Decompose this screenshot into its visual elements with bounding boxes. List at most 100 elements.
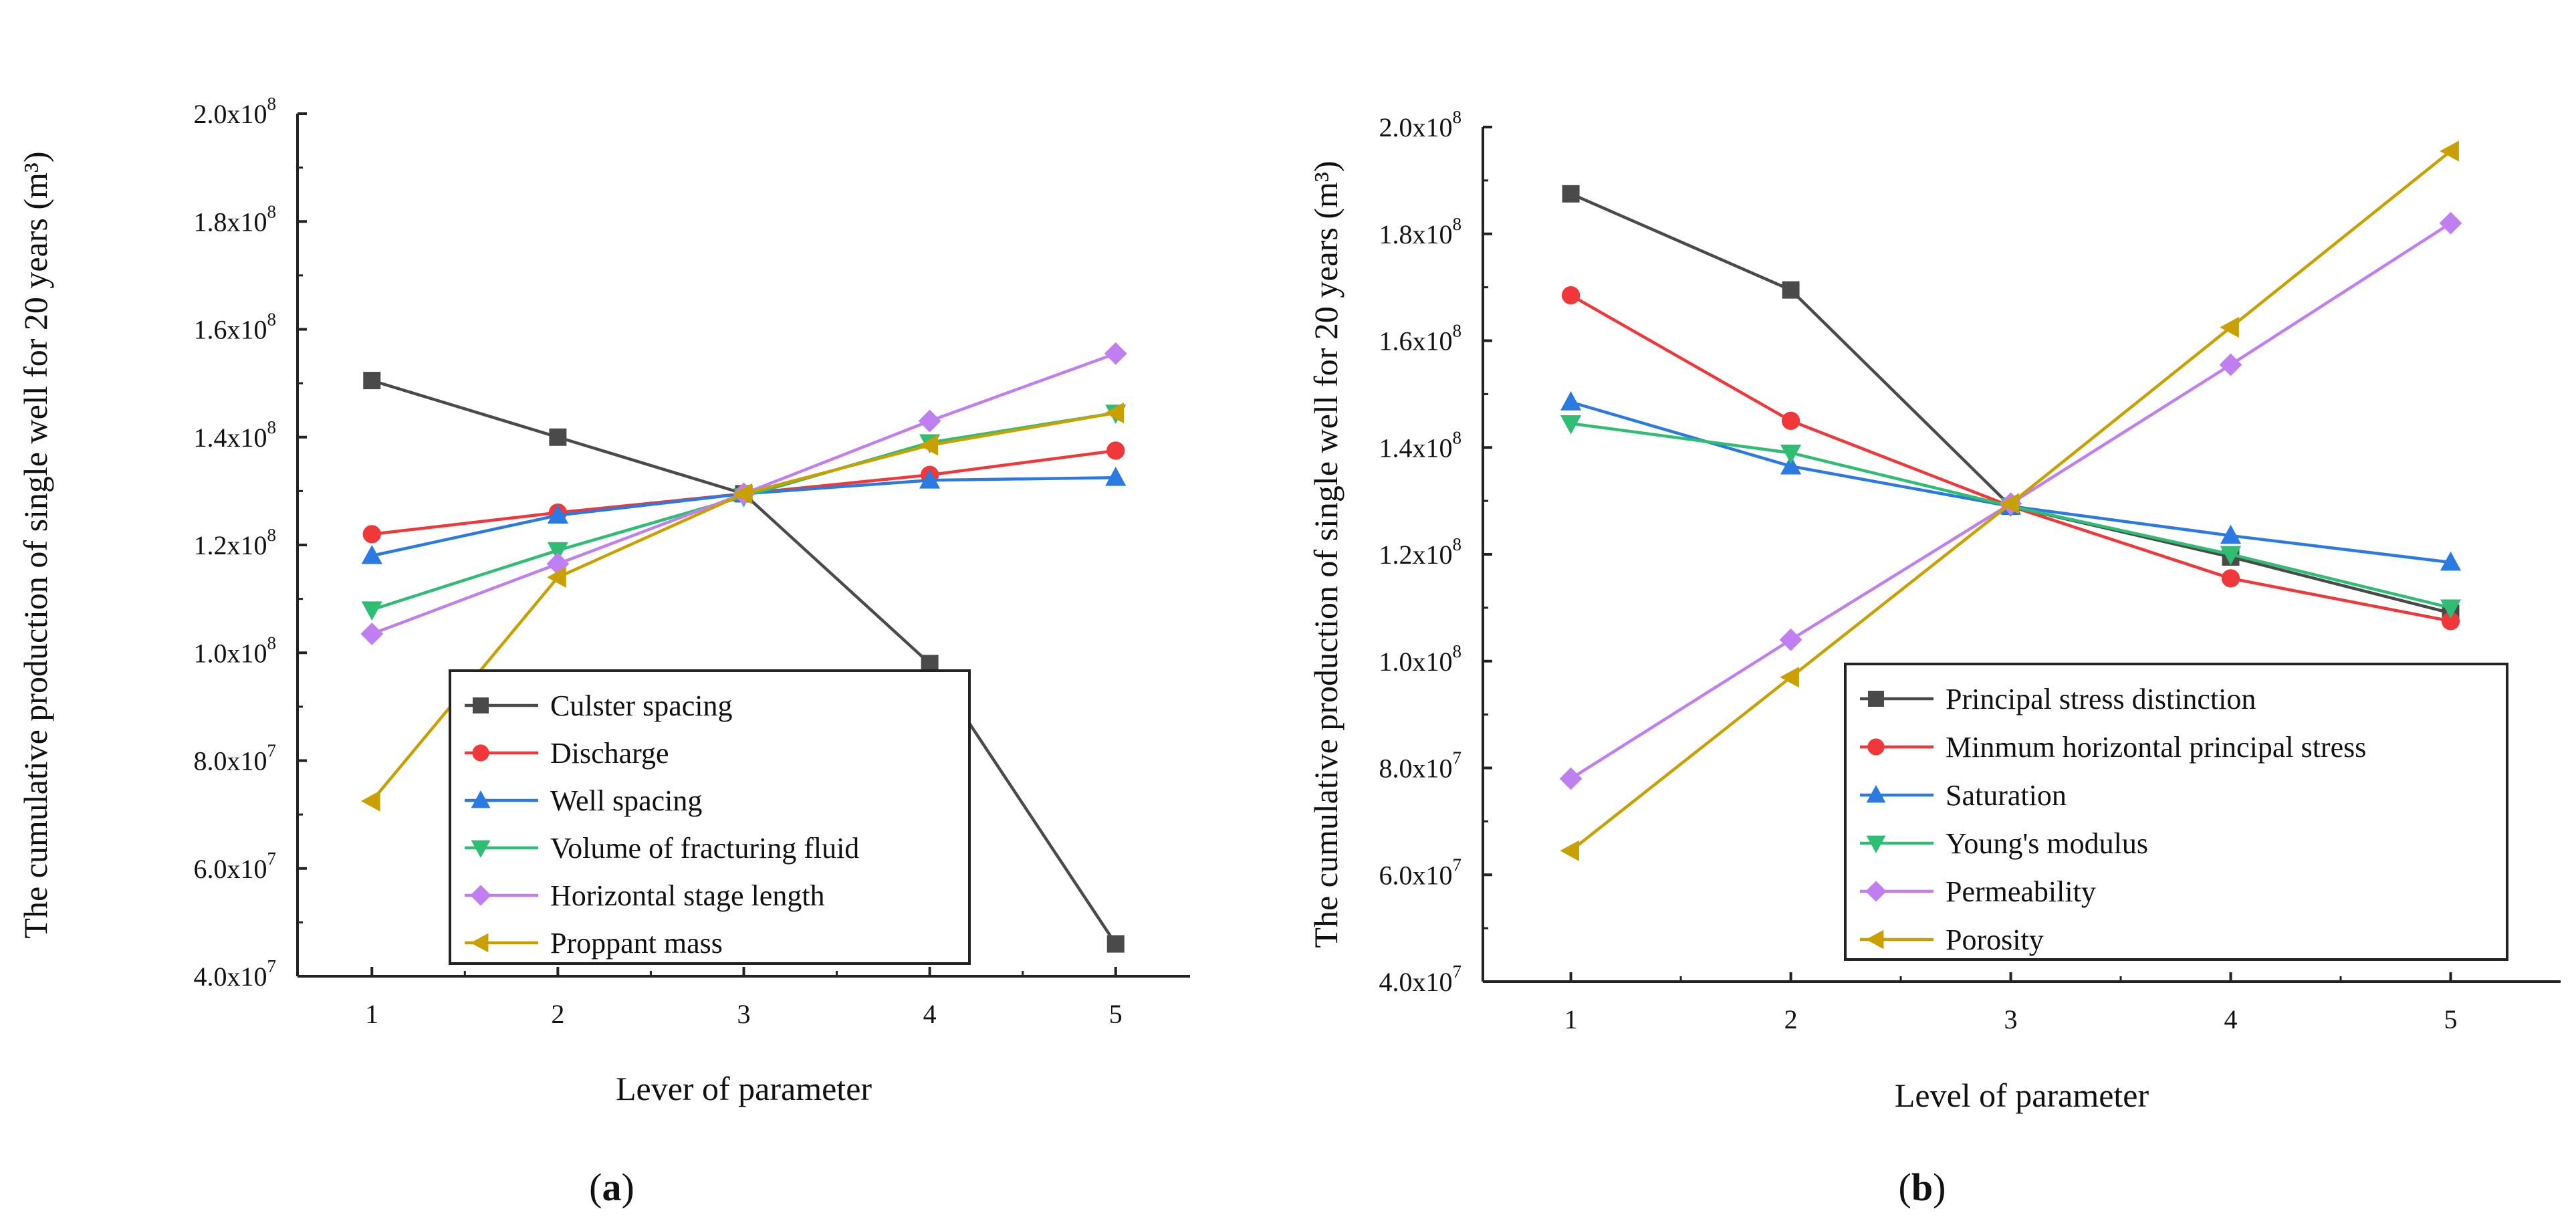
- y-tick-label: 1.2x108: [194, 525, 277, 560]
- data-point: [2220, 546, 2242, 566]
- y-tick-label: 4.0x107: [1379, 962, 1462, 997]
- data-point: [1106, 935, 1125, 953]
- data-point: [2220, 316, 2239, 338]
- data-point: [2440, 551, 2462, 571]
- data-point: [363, 372, 381, 390]
- data-point: [1105, 466, 1127, 486]
- x-tick-label: 3: [737, 999, 751, 1029]
- x-tick-label: 4: [923, 999, 937, 1029]
- legend-swatch-marker: [1868, 691, 1884, 707]
- y-tick-label: 6.0x107: [194, 849, 277, 884]
- y-tick-label: 1.0x108: [194, 633, 277, 668]
- chart-panel-a: 4.0x107 6.0x107 8.0x107 1.0x108 1.2x108 1.4x1…: [17, 94, 1190, 1209]
- legend-label: Discharge: [550, 737, 669, 770]
- data-point: [2439, 211, 2462, 235]
- data-point: [547, 542, 568, 562]
- y-axis-title: The cumulative production of single well…: [17, 151, 54, 938]
- x-tick-label: 1: [365, 999, 378, 1029]
- data-point: [361, 544, 382, 564]
- data-point: [1781, 411, 1800, 430]
- legend-label: Culster spacing: [550, 689, 733, 722]
- legend-swatch-marker: [1865, 881, 1887, 902]
- data-point: [1560, 415, 1582, 435]
- legend-label: Well spacing: [550, 784, 702, 817]
- data-point: [2221, 569, 2240, 588]
- legend-label: Young's modulus: [1946, 827, 2148, 860]
- legend-swatch-marker: [1867, 738, 1885, 756]
- legend-label: Horizontal stage length: [550, 879, 825, 912]
- data-point: [2440, 599, 2462, 619]
- y-tick-label: 2.0x108: [1379, 107, 1462, 142]
- data-point: [1779, 628, 1802, 651]
- series-line-2: [1570, 401, 2451, 564]
- data-point: [1104, 342, 1127, 365]
- data-point: [1782, 281, 1800, 299]
- data-point: [2000, 493, 2019, 514]
- y-tick-label: 6.0x107: [1379, 855, 1462, 890]
- data-point: [360, 623, 384, 645]
- legend-label: Minmum horizontal principal stress: [1946, 731, 2366, 764]
- legend-swatch-marker: [471, 790, 491, 808]
- legend-label: Porosity: [1946, 923, 2044, 956]
- y-tick-label: 1.6x108: [1379, 321, 1462, 356]
- y-tick-label: 1.6x108: [194, 310, 277, 345]
- data-point: [362, 525, 381, 544]
- legend-swatch-marker: [472, 744, 489, 762]
- panel-label: (b): [1899, 1165, 1946, 1209]
- legend-swatch-marker: [1866, 929, 1884, 950]
- x-tick-label: 1: [1564, 1004, 1578, 1034]
- legend-swatch-marker: [1866, 785, 1886, 803]
- data-point: [1559, 767, 1583, 790]
- legend-label: Proppant mass: [550, 927, 723, 960]
- data-point: [361, 790, 380, 812]
- data-point: [2440, 140, 2459, 162]
- x-tick-label: 5: [2444, 1004, 2458, 1034]
- legend-swatch-marker: [470, 885, 491, 906]
- y-tick-label: 1.4x108: [1379, 427, 1462, 463]
- y-tick-label: 8.0x107: [1379, 748, 1462, 784]
- data-point: [2441, 612, 2460, 631]
- data-point: [1780, 444, 1802, 464]
- x-axis-title: Lever of parameter: [616, 1070, 872, 1107]
- data-point: [2219, 353, 2242, 376]
- legend-label: Volume of fracturing fluid: [550, 832, 859, 865]
- x-tick-label: 2: [1784, 1004, 1798, 1034]
- data-point: [919, 469, 941, 489]
- panel-label: (a): [589, 1165, 634, 1209]
- legend-swatch-marker: [471, 840, 491, 858]
- legend-label: Permeability: [1946, 875, 2096, 908]
- x-tick-label: 2: [551, 999, 564, 1029]
- y-tick-label: 2.0x108: [194, 94, 277, 129]
- data-point: [919, 435, 938, 456]
- legend-swatch-marker: [1866, 835, 1886, 853]
- data-point: [1780, 455, 1802, 475]
- data-point: [2220, 524, 2242, 544]
- y-tick-label: 8.0x107: [194, 741, 277, 776]
- legend-box: [449, 669, 971, 965]
- data-point: [1104, 402, 1125, 424]
- x-tick-label: 4: [2224, 1004, 2238, 1034]
- data-point: [1561, 286, 1580, 305]
- data-point: [918, 409, 941, 433]
- series-line-1: [1570, 294, 2451, 623]
- legend-label: Saturation: [1946, 779, 2067, 812]
- data-point: [1560, 391, 1582, 411]
- data-point: [549, 428, 567, 446]
- legend-swatch-marker: [471, 933, 489, 953]
- data-point: [733, 483, 752, 505]
- x-tick-label: 5: [1109, 999, 1123, 1029]
- series-line-3: [371, 411, 1117, 611]
- data-point: [1106, 441, 1125, 460]
- data-point: [361, 601, 382, 621]
- y-tick-label: 1.2x108: [1379, 534, 1462, 570]
- data-point: [1562, 185, 1580, 203]
- y-tick-label: 1.8x108: [194, 201, 277, 237]
- data-point: [547, 504, 568, 524]
- x-tick-label: 3: [2004, 1004, 2018, 1034]
- y-tick-label: 1.0x108: [1379, 641, 1462, 677]
- legend-swatch-marker: [473, 697, 489, 713]
- y-tick-label: 4.0x107: [194, 956, 277, 992]
- data-point: [1780, 667, 1799, 688]
- chart-panel-b: 4.0x107 6.0x107 8.0x107 1.0x108 1.2x108 1.4x1…: [1307, 107, 2561, 1209]
